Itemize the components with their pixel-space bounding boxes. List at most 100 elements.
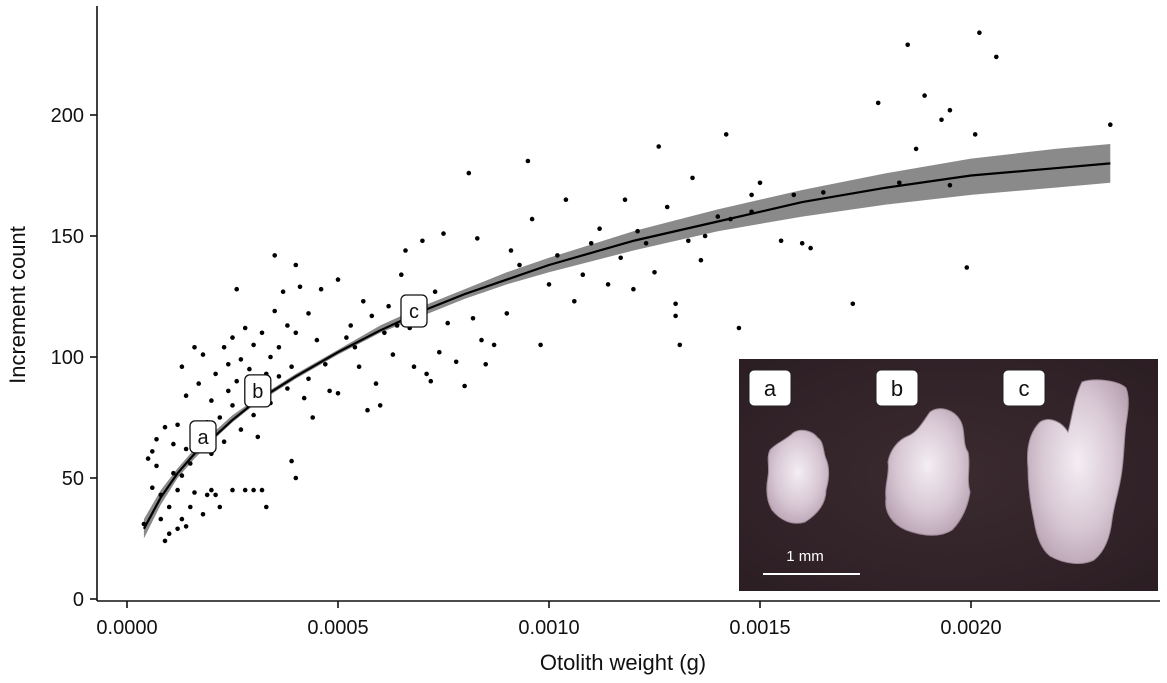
data-point — [306, 376, 311, 382]
data-point — [154, 437, 159, 442]
data-point — [420, 238, 425, 244]
data-point — [690, 175, 695, 181]
data-point — [875, 100, 881, 106]
data-point — [297, 284, 303, 290]
data-point — [276, 374, 282, 379]
data-point — [897, 180, 902, 186]
data-point — [192, 490, 197, 495]
data-point — [799, 241, 805, 246]
data-point — [280, 289, 286, 295]
otolith-a-image — [766, 429, 830, 524]
data-point — [373, 381, 379, 386]
data-point — [217, 415, 223, 420]
data-point — [183, 393, 189, 399]
data-point — [555, 253, 560, 258]
data-point — [230, 335, 235, 340]
y-tick-label: 200 — [51, 105, 84, 127]
data-point — [289, 364, 294, 370]
data-point — [947, 182, 953, 188]
data-point — [150, 485, 155, 491]
sample-marker-b: b — [244, 374, 272, 408]
data-point — [972, 132, 978, 137]
data-point — [572, 299, 577, 304]
otolith-photo-inset: a b c 1 mm — [739, 359, 1158, 591]
data-point — [821, 190, 826, 195]
x-tick-label: 0.0000 — [96, 617, 157, 639]
data-point — [150, 449, 155, 454]
x-tick-label: 0.0015 — [729, 617, 790, 639]
data-point — [230, 403, 235, 408]
data-point — [272, 253, 278, 258]
data-point — [529, 216, 535, 222]
data-point — [255, 434, 261, 440]
data-point — [162, 538, 168, 544]
data-point — [226, 388, 231, 394]
data-point — [656, 144, 661, 149]
data-point — [850, 301, 856, 307]
data-point — [301, 395, 307, 401]
data-point — [196, 381, 201, 386]
data-point — [686, 238, 691, 244]
scale-bar-label: 1 mm — [786, 548, 824, 565]
data-point — [723, 132, 729, 137]
data-point — [234, 286, 239, 292]
data-point — [411, 364, 417, 370]
data-point — [517, 262, 522, 268]
data-point — [475, 236, 480, 241]
data-point — [390, 352, 396, 357]
data-point — [673, 301, 678, 307]
data-point — [200, 512, 206, 517]
data-point — [179, 364, 185, 370]
data-point — [310, 415, 316, 420]
data-point — [715, 214, 721, 219]
data-point — [905, 42, 910, 48]
inset-label-c-text: c — [1019, 376, 1030, 401]
data-point — [175, 422, 180, 428]
data-point — [242, 325, 248, 331]
data-point — [251, 412, 256, 418]
data-point — [154, 463, 159, 469]
data-point — [318, 286, 324, 292]
data-point — [605, 282, 611, 287]
inset-label-b: b — [875, 369, 919, 407]
data-point — [525, 158, 531, 164]
data-point — [192, 345, 197, 350]
data-point — [179, 473, 185, 478]
sample-markers-layer: a b c — [189, 294, 428, 454]
data-point — [204, 492, 210, 498]
data-point — [757, 180, 763, 186]
data-point — [293, 475, 299, 481]
data-point — [259, 330, 265, 336]
data-point — [631, 286, 636, 292]
data-point — [441, 231, 446, 236]
data-point — [183, 524, 189, 529]
data-point — [247, 366, 252, 372]
inset-label-a: a — [748, 369, 792, 407]
data-point — [698, 257, 704, 263]
data-point — [226, 362, 231, 367]
y-tick-label: 150 — [51, 226, 84, 248]
data-point — [913, 146, 919, 152]
data-point — [251, 342, 256, 348]
data-point — [424, 371, 429, 377]
data-point — [964, 265, 970, 270]
data-point — [466, 170, 472, 176]
data-point — [272, 308, 278, 314]
data-point — [323, 362, 328, 367]
data-point — [171, 470, 176, 476]
data-point — [259, 487, 265, 493]
sample-marker-label: a — [197, 427, 209, 449]
data-point — [1108, 122, 1113, 127]
data-point — [947, 107, 953, 113]
data-point — [386, 303, 391, 309]
data-point — [736, 325, 742, 331]
data-point — [922, 93, 927, 98]
data-point — [808, 245, 813, 251]
data-point — [352, 345, 358, 350]
data-point — [491, 342, 497, 348]
data-point — [175, 487, 180, 493]
data-point — [230, 487, 235, 493]
data-point — [327, 388, 332, 394]
data-point — [289, 458, 294, 464]
